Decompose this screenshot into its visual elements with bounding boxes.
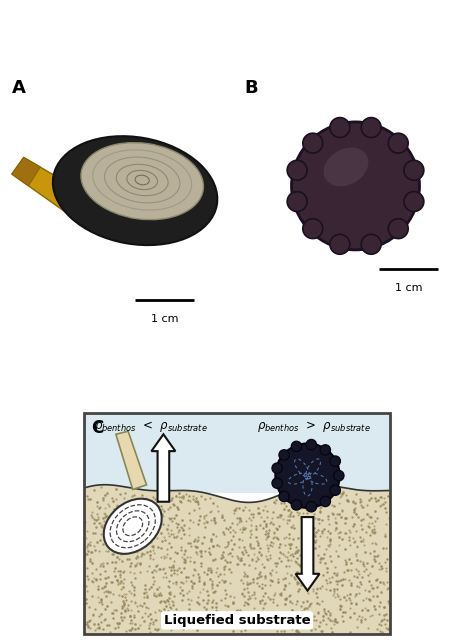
Circle shape — [388, 219, 408, 239]
Circle shape — [306, 502, 317, 512]
Circle shape — [320, 496, 330, 507]
Text: B: B — [244, 79, 258, 97]
Circle shape — [272, 463, 283, 474]
Text: C: C — [91, 419, 104, 437]
Circle shape — [404, 191, 424, 211]
Circle shape — [330, 118, 350, 138]
Bar — [84, 413, 390, 493]
Circle shape — [291, 441, 301, 452]
Circle shape — [404, 160, 424, 180]
Polygon shape — [116, 431, 146, 490]
Text: A: A — [12, 79, 26, 97]
Text: 1 cm: 1 cm — [395, 283, 423, 293]
Ellipse shape — [81, 143, 203, 220]
Circle shape — [279, 491, 289, 502]
Text: $\rho_{benthos}$  <  $\rho_{substrate}$: $\rho_{benthos}$ < $\rho_{substrate}$ — [94, 419, 208, 434]
Circle shape — [272, 478, 283, 488]
FancyArrow shape — [151, 435, 175, 502]
FancyArrow shape — [296, 517, 319, 591]
Circle shape — [279, 450, 289, 460]
Ellipse shape — [53, 136, 217, 245]
Circle shape — [320, 445, 330, 455]
Circle shape — [303, 133, 323, 153]
Circle shape — [275, 444, 340, 508]
Circle shape — [361, 234, 381, 254]
Circle shape — [361, 118, 381, 138]
Polygon shape — [12, 157, 40, 186]
Circle shape — [303, 219, 323, 239]
Circle shape — [287, 160, 307, 180]
Text: $\rho_{benthos}$  >  $\rho_{substrate}$: $\rho_{benthos}$ > $\rho_{substrate}$ — [257, 419, 371, 434]
Circle shape — [334, 470, 344, 481]
Circle shape — [287, 191, 307, 211]
Circle shape — [292, 122, 419, 250]
Circle shape — [330, 234, 350, 254]
Circle shape — [330, 456, 340, 467]
Text: 1 cm: 1 cm — [151, 314, 179, 324]
Circle shape — [330, 485, 340, 495]
Circle shape — [291, 500, 301, 510]
Polygon shape — [12, 157, 81, 214]
Ellipse shape — [324, 147, 368, 186]
Circle shape — [388, 133, 408, 153]
Circle shape — [306, 440, 317, 450]
Text: Liquefied substrate: Liquefied substrate — [164, 614, 310, 627]
Ellipse shape — [104, 499, 162, 554]
